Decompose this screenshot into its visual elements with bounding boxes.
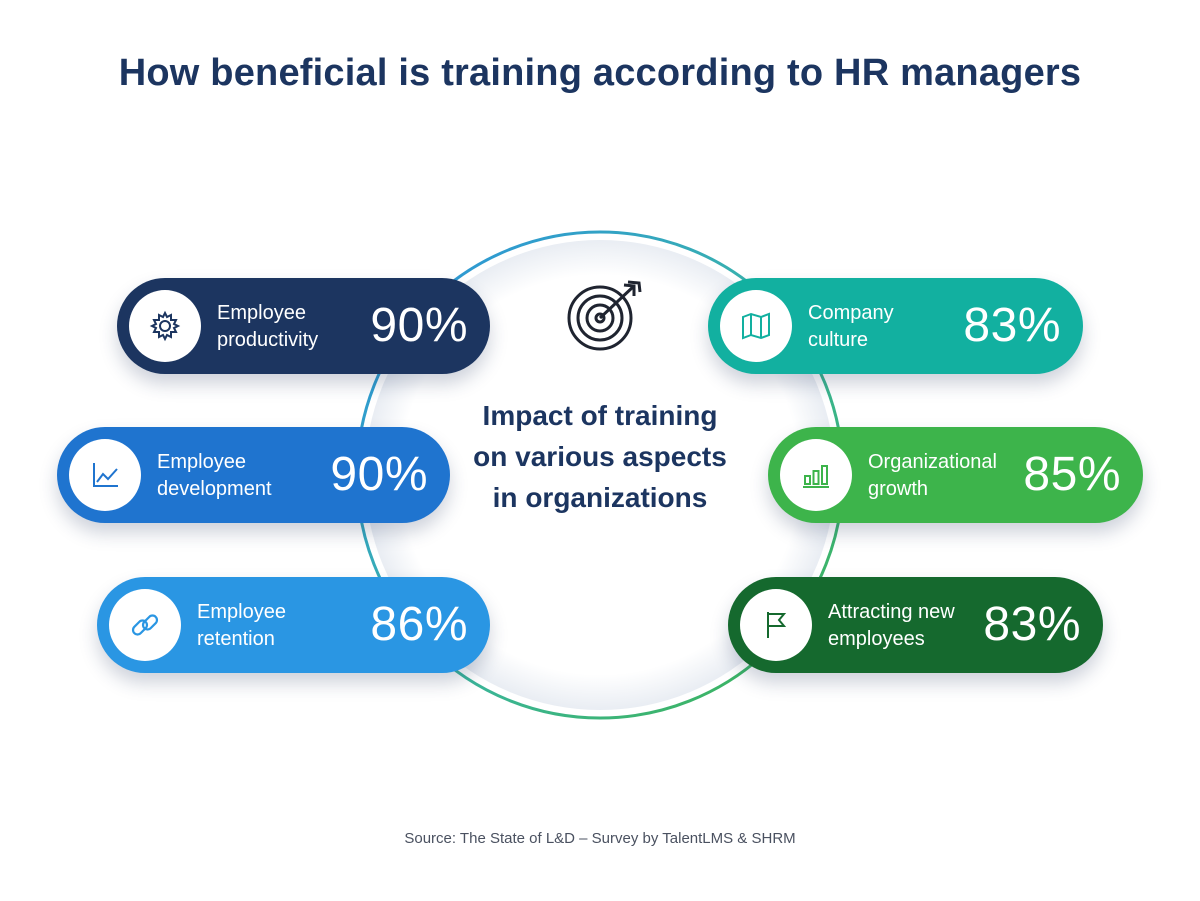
bar-label: Employee development (157, 451, 272, 500)
bar-attracting-new-employees: Attracting new employees 83% (728, 577, 1103, 673)
bar-employee-productivity: Employee productivity 90% (117, 278, 490, 374)
bar-chart-icon (780, 439, 852, 511)
map-icon (720, 290, 792, 362)
bar-organizational-growth: Organizational growth 85% (768, 427, 1143, 523)
bar-label: Organizational growth (868, 451, 997, 500)
bar-label: Attracting new employees (828, 601, 955, 650)
bar-employee-development: Employee development 90% (57, 427, 450, 523)
link-icon (109, 589, 181, 661)
data-label: 83% (963, 299, 1061, 352)
center-label: Impact of training on various aspects in… (473, 400, 727, 513)
data-label: 90% (370, 299, 468, 352)
bar-label: Employee retention (197, 601, 286, 650)
target-icon (567, 280, 642, 351)
flag-icon (740, 589, 812, 661)
line-chart-icon (69, 439, 141, 511)
chart-title: How beneficial is training according to … (118, 52, 1082, 94)
data-label: 90% (330, 448, 428, 501)
bar-employee-retention: Employee retention 86% (97, 577, 490, 673)
data-label: 85% (1023, 448, 1121, 501)
data-label: 86% (370, 598, 468, 651)
bar-label: Employee productivity (217, 302, 319, 351)
data-label: 83% (983, 598, 1081, 651)
source-note: Source: The State of L&D – Survey by Tal… (404, 830, 796, 847)
bar-company-culture: Company culture 83% (708, 278, 1083, 374)
gear-icon (129, 290, 201, 362)
bar-label: Company culture (808, 302, 894, 351)
